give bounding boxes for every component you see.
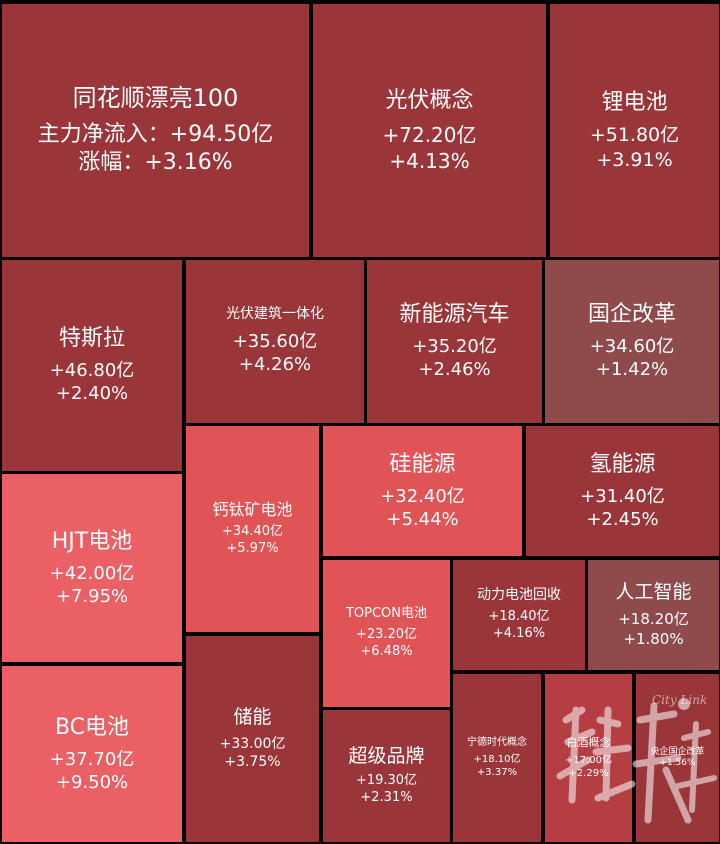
treemap-tile[interactable]: 宁德时代概念 +18.10亿 +3.37% <box>453 674 541 842</box>
treemap-tile[interactable]: 动力电池回收 +18.40亿 +4.16% <box>453 560 585 670</box>
net-inflow-value: +46.80亿 <box>49 360 135 381</box>
tile-name: 超级品牌 <box>348 744 425 767</box>
treemap-tile[interactable]: 硅能源 +32.40亿 +5.44% <box>323 426 522 556</box>
tile-name: 宁德时代概念 <box>467 737 527 748</box>
change-value: +9.50% <box>55 771 129 793</box>
net-inflow-value: +35.60亿 <box>232 331 318 352</box>
change-value: +2.40% <box>55 383 129 405</box>
tile-name: 钙钛矿电池 <box>212 499 293 519</box>
treemap-tile[interactable]: 储能 +33.00亿 +3.75% <box>186 636 319 842</box>
treemap-tile[interactable]: 白酒概念 +17.00亿 +2.29% <box>545 674 632 842</box>
treemap-tile[interactable]: 光伏概念 +72.20亿 +4.13% <box>313 4 546 257</box>
net-inflow-value: +18.40亿 <box>488 609 550 625</box>
net-inflow-value: +94.50亿 <box>169 121 274 147</box>
tile-name: 人工智能 <box>615 581 692 603</box>
tile-name: 央企国企改革 <box>650 746 705 757</box>
change-value: +1.80% <box>623 629 684 648</box>
treemap-tile[interactable]: 新能源汽车 +35.20亿 +2.46% <box>367 260 542 423</box>
inflow-label: 主力净流入： <box>37 121 170 147</box>
net-inflow-value: +34.60亿 <box>589 336 675 357</box>
net-inflow-value: +51.80亿 <box>589 123 680 146</box>
net-inflow-value: +19.30亿 <box>355 773 418 789</box>
tile-name: 国企改革 <box>587 302 676 328</box>
change-value: +4.13% <box>389 148 470 173</box>
change-value: +5.97% <box>226 541 279 557</box>
treemap-tile[interactable]: TOPCON电池 +23.20亿 +6.48% <box>323 560 450 707</box>
treemap-tile[interactable]: 特斯拉 +46.80亿 +2.40% <box>2 260 182 471</box>
change-value: +3.16% <box>144 150 233 176</box>
net-inflow-value: +33.00亿 <box>219 736 286 753</box>
change-value: +7.95% <box>55 585 129 607</box>
tile-name: 锂电池 <box>601 89 668 115</box>
treemap-tile[interactable]: 同花顺漂亮100 主力净流入：+94.50亿 涨幅：+3.16% <box>2 4 309 257</box>
net-inflow-value: +23.20亿 <box>355 627 418 642</box>
net-inflow-value: +32.40亿 <box>380 485 465 507</box>
change-value: +5.44% <box>386 508 459 530</box>
treemap-tile[interactable]: BC电池 +37.70亿 +9.50% <box>2 666 182 842</box>
net-inflow-value: +72.20亿 <box>382 122 477 147</box>
change-value: +1.42% <box>595 359 669 381</box>
net-inflow-value: +18.20亿 <box>618 610 689 628</box>
tile-name: 硅能源 <box>389 451 456 477</box>
treemap-tile[interactable]: 超级品牌 +19.30亿 +2.31% <box>323 710 450 842</box>
change-value: +3.37% <box>476 767 518 778</box>
change-value: +6.48% <box>360 643 413 659</box>
tile-name: 光伏建筑一体化 <box>226 306 324 323</box>
net-inflow-value: +35.20亿 <box>412 336 497 357</box>
change-value: +2.31% <box>360 790 413 806</box>
tile-name: 储能 <box>233 706 272 729</box>
change-value: +2.45% <box>586 508 659 530</box>
change-label: 涨幅： <box>78 150 145 176</box>
change-value: +3.91% <box>596 148 673 171</box>
tile-name: HJT电池 <box>51 528 133 554</box>
treemap-tile[interactable]: 钙钛矿电池 +34.40亿 +5.97% <box>186 426 319 632</box>
net-inflow-value: +18.10亿 <box>473 754 521 765</box>
tile-name: 白酒概念 <box>566 736 611 750</box>
change-value: +2.46% <box>418 359 491 381</box>
treemap-tile[interactable]: 锂电池 +51.80亿 +3.91% <box>550 4 719 257</box>
net-inflow-value: +34.40亿 <box>221 524 284 540</box>
treemap-tile[interactable]: 国企改革 +34.60亿 +1.42% <box>545 260 719 423</box>
tile-name: 氢能源 <box>589 451 656 477</box>
treemap-tile[interactable]: 人工智能 +18.20亿 +1.80% <box>588 560 719 670</box>
treemap-tile[interactable]: 光伏建筑一体化 +35.60亿 +4.26% <box>186 260 364 423</box>
net-inflow-value: +31.40亿 <box>580 485 665 507</box>
change-value: +3.75% <box>224 754 281 771</box>
treemap-tile[interactable]: HJT电池 +42.00亿 +7.95% <box>2 474 182 662</box>
tile-name: 动力电池回收 <box>477 587 561 604</box>
net-inflow-value: +37.70亿 <box>49 748 135 770</box>
change-value: +2.29% <box>568 767 609 779</box>
change-value: +4.26% <box>238 354 312 376</box>
tile-name: TOPCON电池 <box>345 606 428 622</box>
change-value: +1.56% <box>659 757 696 768</box>
tile-name: 新能源汽车 <box>399 302 510 328</box>
treemap-tile[interactable]: 氢能源 +31.40亿 +2.45% <box>526 426 719 556</box>
change-value: +4.16% <box>492 626 546 642</box>
net-inflow-value: +17.00亿 <box>564 754 612 766</box>
tile-name: 光伏概念 <box>385 88 474 114</box>
treemap-tile[interactable]: 央企国企改革 +1.56% <box>636 674 719 842</box>
tile-name: 同花顺漂亮100 <box>72 84 239 113</box>
net-inflow-value: +42.00亿 <box>49 562 135 584</box>
tile-name: BC电池 <box>54 714 130 740</box>
tile-name: 特斯拉 <box>58 326 125 352</box>
